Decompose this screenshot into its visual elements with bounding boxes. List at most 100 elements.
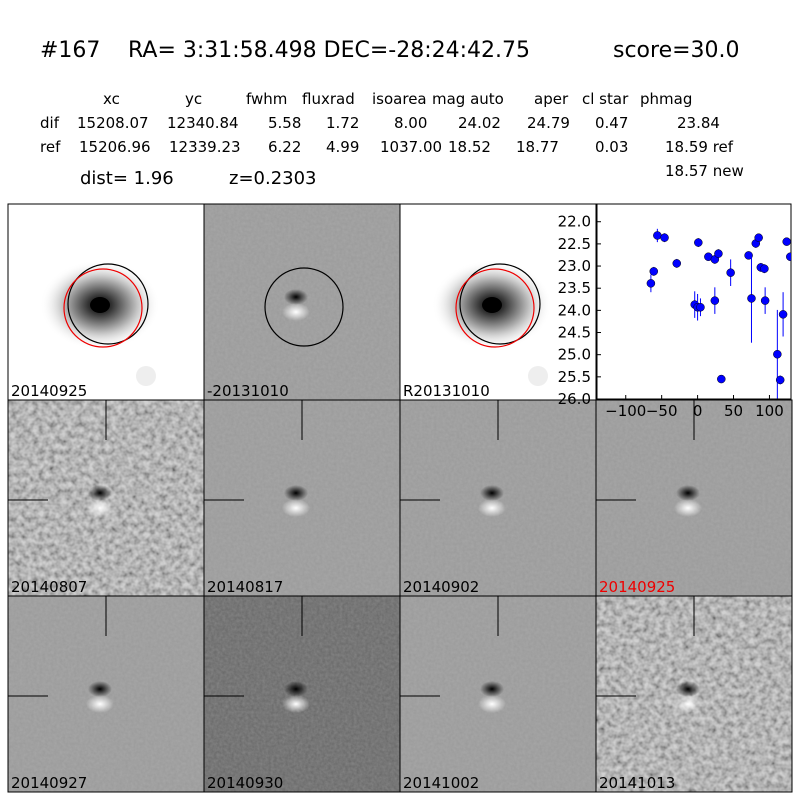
aperture-black	[264, 267, 344, 347]
y-tick-label: 25.5	[558, 368, 591, 386]
plot-area	[646, 228, 791, 399]
residual-dark	[676, 681, 700, 697]
residual-light	[86, 695, 114, 713]
table-cell: 15208.07	[77, 114, 149, 132]
table-cell: 18.59 ref	[665, 138, 734, 156]
column-header: yc	[185, 90, 202, 108]
panel-label: 20140925	[11, 382, 87, 400]
phmag-new: 18.57 new	[665, 162, 744, 180]
aperture-red	[63, 268, 143, 348]
residual-dark	[88, 681, 112, 697]
y-tick-label: 24.5	[558, 324, 591, 342]
column-header: isoarea	[372, 90, 427, 108]
residual-light	[282, 303, 310, 321]
y-tick-label: 22.0	[558, 213, 591, 231]
table-cell: 8.00	[394, 114, 427, 132]
point	[660, 233, 669, 242]
x-tick-label: 100	[755, 402, 784, 420]
y-tick-label: 23.5	[558, 279, 591, 297]
coords: RA= 3:31:58.498 DEC=-28:24:42.75	[128, 38, 530, 63]
ellipse-faint	[136, 366, 156, 386]
aperture-black	[67, 263, 149, 345]
residual-light	[674, 499, 702, 517]
dist: dist= 1.96	[80, 168, 174, 189]
aperture-black	[459, 263, 541, 345]
table-cell: dif	[40, 114, 60, 132]
point	[778, 310, 788, 319]
point	[717, 374, 726, 384]
residual-light	[86, 499, 114, 517]
residual-dark	[676, 485, 700, 501]
y-tick-label: 22.5	[558, 235, 591, 253]
residual-dark	[284, 289, 308, 305]
table-cell: 15206.96	[79, 138, 151, 156]
table-cell: 0.03	[595, 138, 628, 156]
residual-light	[282, 499, 310, 517]
point	[760, 296, 770, 305]
panel-label: 20140930	[207, 774, 283, 792]
residual-light	[478, 499, 506, 517]
panel-border	[595, 595, 793, 793]
y-tick-label: 24.0	[558, 301, 591, 319]
ellipse-faint	[528, 366, 548, 386]
column-header: fluxrad	[302, 90, 355, 108]
panel-label: 20140902	[403, 578, 479, 596]
aperture-red	[455, 268, 535, 348]
point	[747, 294, 756, 303]
panel-label: 20140925	[599, 578, 675, 596]
column-header: xc	[103, 90, 120, 108]
redshift: z=0.2303	[229, 168, 317, 189]
residual-light	[674, 695, 702, 713]
x-tick-label: −100	[605, 402, 646, 420]
panel-label: -20131010	[207, 382, 289, 400]
table-cell: 1.72	[326, 114, 359, 132]
point	[754, 233, 763, 242]
y-tick-label: 23.0	[558, 257, 591, 275]
point	[653, 231, 662, 240]
x-tick-label: −50	[646, 402, 678, 420]
point	[726, 268, 735, 277]
residual-dark	[480, 485, 504, 501]
panel-label: R20131010	[403, 382, 490, 400]
table-cell: 5.58	[268, 114, 301, 132]
id: #167	[40, 38, 100, 63]
panel-label: 20141002	[403, 774, 479, 792]
point	[773, 349, 782, 359]
table-cell: 24.02	[458, 114, 501, 132]
galaxy-core	[482, 297, 502, 313]
table-cell: 4.99	[326, 138, 359, 156]
point	[694, 238, 703, 247]
table-cell: 1037.00	[380, 138, 442, 156]
residual-dark	[284, 485, 308, 501]
column-header: mag auto	[432, 90, 504, 108]
table-cell: 18.52	[448, 138, 491, 156]
table-cell: 12339.23	[169, 138, 241, 156]
residual-dark	[88, 485, 112, 501]
galaxy-core	[90, 297, 110, 313]
column-header: cl star	[582, 90, 629, 108]
column-header: fwhm	[246, 90, 287, 108]
panel-label: 20140807	[11, 578, 87, 596]
table-cell: 12340.84	[167, 114, 239, 132]
residual-light	[282, 695, 310, 713]
point	[782, 237, 791, 246]
column-header: aper	[534, 90, 569, 108]
y-tick-label: 25.0	[558, 346, 591, 364]
residual-light	[478, 695, 506, 713]
x-tick-label: 50	[724, 402, 743, 420]
table-cell: 24.79	[527, 114, 570, 132]
point	[714, 249, 723, 258]
point	[786, 252, 791, 261]
table-cell: 6.22	[268, 138, 301, 156]
residual-dark	[284, 681, 308, 697]
panel-label: 20140927	[11, 774, 87, 792]
table-cell: 23.84	[677, 114, 720, 132]
column-header: phmag	[640, 90, 692, 108]
point	[696, 303, 705, 312]
table-cell: ref	[40, 138, 61, 156]
residual-dark	[480, 681, 504, 697]
point	[775, 375, 785, 385]
panel-label: 20140817	[207, 578, 283, 596]
y-tick-label: 26.0	[558, 390, 591, 408]
